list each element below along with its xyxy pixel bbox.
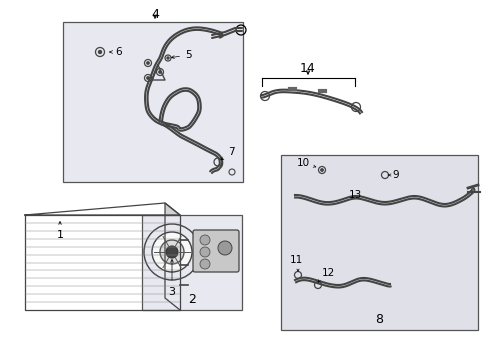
Text: 12: 12 — [321, 268, 335, 278]
Text: 13: 13 — [347, 190, 361, 200]
Text: 5: 5 — [171, 50, 191, 60]
Circle shape — [146, 77, 149, 79]
Text: 2: 2 — [188, 293, 196, 306]
Bar — [281, 155, 477, 330]
Circle shape — [200, 235, 209, 245]
Text: 6: 6 — [115, 47, 122, 57]
Circle shape — [167, 57, 169, 59]
Circle shape — [98, 50, 102, 54]
Text: 14: 14 — [300, 62, 315, 75]
FancyBboxPatch shape — [193, 230, 239, 272]
Text: 10: 10 — [296, 158, 309, 168]
Polygon shape — [164, 203, 180, 310]
Circle shape — [320, 169, 323, 171]
Circle shape — [200, 259, 209, 269]
Text: 3: 3 — [168, 287, 175, 297]
Circle shape — [165, 246, 178, 258]
Text: 1: 1 — [57, 230, 63, 240]
Circle shape — [200, 247, 209, 257]
Circle shape — [218, 241, 231, 255]
Text: 7: 7 — [221, 147, 234, 160]
Text: 4: 4 — [151, 8, 159, 21]
Circle shape — [152, 232, 192, 272]
Text: 11: 11 — [289, 255, 302, 265]
Bar — [63, 22, 243, 182]
Text: 8: 8 — [374, 313, 382, 326]
Bar — [142, 215, 242, 310]
Text: 9: 9 — [391, 170, 398, 180]
Circle shape — [146, 62, 149, 64]
Circle shape — [160, 240, 183, 264]
Circle shape — [159, 71, 161, 73]
